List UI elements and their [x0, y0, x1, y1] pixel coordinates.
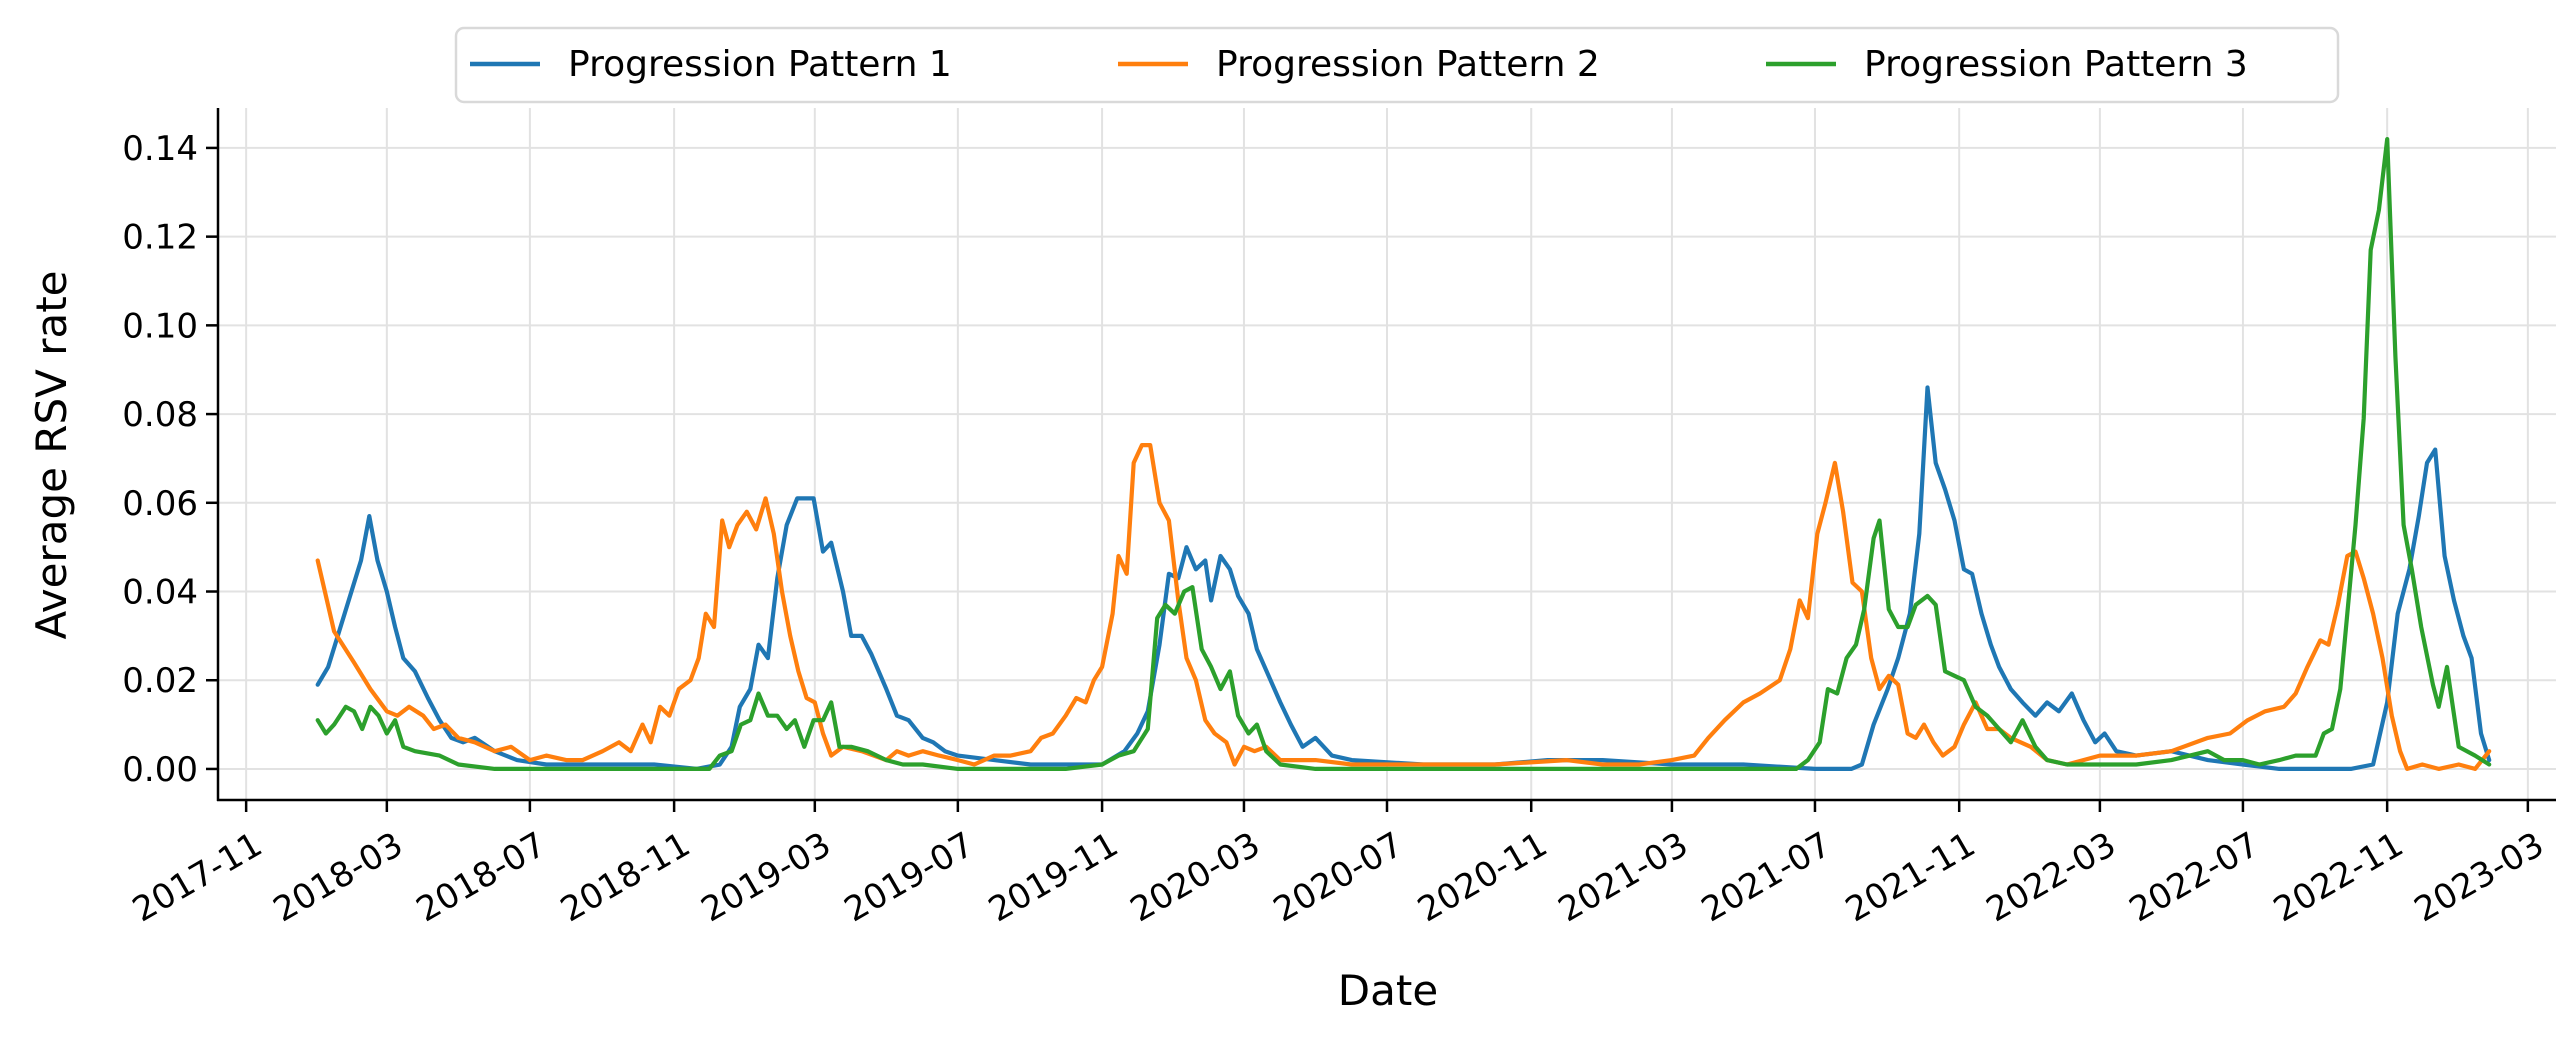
y-axis-label: Average RSV rate [27, 270, 76, 639]
x-tick-label: 2021-07 [1695, 825, 1838, 931]
x-tick-label: 2019-03 [695, 825, 838, 931]
y-tick-label: 0.00 [122, 750, 198, 790]
x-tick-label: 2017-11 [126, 825, 269, 931]
y-tick-label: 0.04 [122, 573, 198, 613]
x-tick-label: 2021-11 [1839, 825, 1982, 931]
x-tick-label: 2023-03 [2408, 825, 2551, 931]
legend-label-3: Progression Pattern 3 [1864, 44, 2248, 85]
y-tick-label: 0.02 [122, 661, 198, 701]
x-tick-label: 2022-03 [1980, 825, 2123, 931]
axes: 0.000.020.040.060.080.100.120.142017-112… [122, 108, 2556, 930]
y-tick-label: 0.10 [122, 306, 198, 346]
y-tick-label: 0.12 [122, 218, 198, 258]
series-line-3 [315, 137, 2492, 771]
y-tick-label: 0.08 [122, 395, 198, 435]
legend-label-2: Progression Pattern 2 [1216, 44, 1600, 85]
series-line-2 [315, 443, 2492, 771]
x-tick-label: 2022-07 [2123, 825, 2266, 931]
x-tick-label: 2021-03 [1552, 825, 1695, 931]
x-tick-label: 2022-11 [2267, 825, 2410, 931]
x-tick-label: 2020-07 [1267, 825, 1410, 931]
legend-label-1: Progression Pattern 1 [568, 44, 952, 85]
x-tick-label: 2018-07 [410, 825, 553, 931]
y-tick-label: 0.14 [122, 129, 198, 169]
x-tick-label: 2019-11 [982, 825, 1125, 931]
x-tick-label: 2018-11 [554, 825, 697, 931]
x-tick-label: 2020-11 [1411, 825, 1554, 931]
legend: Progression Pattern 1 Progression Pattern… [454, 26, 2340, 104]
series-line-1 [315, 385, 2492, 771]
series-lines [315, 137, 2492, 771]
x-tick-label: 2019-07 [838, 825, 981, 931]
x-tick-label: 2020-03 [1124, 825, 1267, 931]
y-tick-label: 0.06 [122, 484, 198, 524]
legend-box [454, 26, 2340, 104]
x-axis-label: Date [1338, 966, 1438, 1015]
grid-lines [218, 108, 2556, 800]
x-tick-label: 2018-03 [267, 825, 410, 931]
